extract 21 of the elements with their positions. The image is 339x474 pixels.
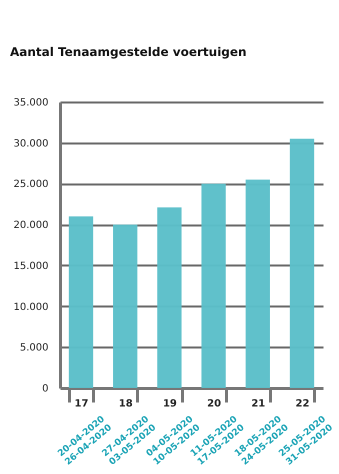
bar — [68, 216, 94, 388]
y-tick-label: 20.000 — [14, 220, 48, 232]
chart-title: Aantal Tenaamgestelde voertuigen — [10, 45, 247, 59]
y-tick-label: 25.000 — [14, 179, 48, 190]
y-tick-label: 5.000 — [20, 342, 48, 354]
bar — [201, 184, 226, 388]
bar — [246, 180, 270, 388]
x-tick-label: 19 — [162, 398, 177, 410]
bar — [113, 224, 138, 388]
x-tick-label: 21 — [251, 398, 266, 410]
y-tick-label: 0 — [42, 384, 48, 394]
y-tick-label: 35.000 — [14, 98, 48, 108]
x-tick-label: 17 — [74, 398, 88, 410]
x-tick-label: 22 — [296, 398, 310, 410]
y-tick-label: 15.000 — [14, 260, 48, 272]
y-tick-label: 30.000 — [14, 138, 48, 150]
x-tick-label: 20 — [207, 398, 222, 410]
bar — [290, 138, 314, 388]
y-tick-label: 10.000 — [14, 302, 48, 313]
x-tick-label: 18 — [118, 398, 133, 410]
bar — [157, 207, 182, 388]
